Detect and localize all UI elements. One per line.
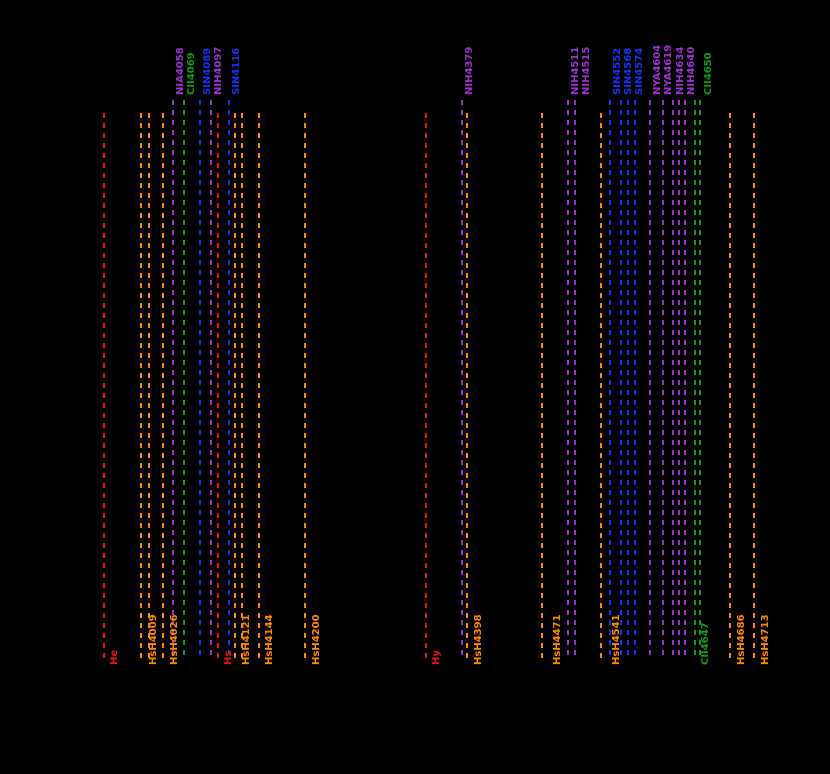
spectral-line-marker-12: [258, 113, 260, 660]
top-line-label-nih4640: NIH4640: [686, 46, 697, 95]
top-line-label-nih4634: NIH4634: [675, 46, 686, 95]
bottom-line-label-hsh4713: HsH4713: [760, 614, 771, 665]
top-line-label-sin4089: SIN4089: [202, 47, 213, 95]
bottom-line-label-hsh4144: HsH4144: [264, 614, 275, 665]
bottom-line-label-he: He: [109, 649, 120, 665]
bottom-line-label-hsh4009: HsH4009: [148, 614, 159, 665]
spectral-line-marker-27: [672, 100, 674, 660]
top-line-label-nya4619: NYA4619: [663, 44, 674, 95]
bottom-line-label-hsh4471: HsH4471: [552, 614, 563, 665]
spectral-line-marker-15: [461, 100, 463, 660]
spectral-line-marker-4: [172, 100, 174, 660]
spectral-line-marker-18: [567, 100, 569, 660]
spectral-line-marker-30: [694, 100, 696, 660]
top-line-label-sin4568: SIN4568: [623, 47, 634, 95]
spectral-line-marker-21: [609, 100, 611, 660]
top-line-label-nih4379: NIH4379: [464, 46, 475, 95]
spectral-line-marker-13: [304, 113, 306, 660]
spectral-line-marker-3: [162, 113, 164, 660]
spectral-line-marker-16: [466, 113, 468, 660]
spectral-line-marker-28: [678, 100, 680, 660]
spectral-line-marker-23: [627, 100, 629, 660]
spectral-line-marker-7: [210, 100, 212, 660]
bottom-line-label-hs: Hs: [223, 650, 234, 665]
spectral-line-marker-26: [662, 100, 664, 660]
spectral-line-marker-11: [241, 113, 243, 660]
spectral-line-marker-19: [574, 100, 576, 660]
spectral-line-marker-10: [234, 113, 236, 660]
spectral-line-marker-6: [199, 100, 201, 660]
spectral-line-marker-9: [228, 100, 230, 660]
spectral-line-marker-1: [140, 113, 142, 660]
bottom-line-label-hy: Hy: [431, 650, 442, 665]
spectral-line-marker-20: [600, 113, 602, 660]
spectral-line-marker-17: [541, 113, 543, 660]
top-line-label-nih4097: NIH4097: [213, 46, 224, 95]
top-line-label-sin4116: SIN4116: [231, 47, 242, 95]
spectral-line-marker-0: [103, 113, 105, 660]
spectral-line-marker-31: [699, 100, 701, 660]
spectral-line-marker-24: [634, 100, 636, 660]
spectral-line-marker-2: [148, 113, 150, 660]
top-line-label-cii4069: CII4069: [186, 52, 197, 95]
bottom-line-label-hsh4121: HsH4121: [241, 614, 252, 665]
spectral-line-marker-32: [729, 113, 731, 660]
spectral-line-marker-29: [684, 100, 686, 660]
top-line-label-cii4650: CII4650: [703, 52, 714, 95]
spectral-line-marker-8: [217, 113, 219, 660]
top-line-label-nia4058: NIA4058: [175, 47, 186, 95]
bottom-line-label-hsh4541: HsH4541: [611, 614, 622, 665]
bottom-line-label-hsh4026: HsH4026: [169, 614, 180, 665]
bottom-line-label-hsh4686: HsH4686: [736, 614, 747, 665]
top-line-label-nih4515: NIH4515: [581, 46, 592, 95]
spectral-line-marker-5: [183, 100, 185, 660]
spectral-line-marker-14: [425, 113, 427, 660]
top-line-label-sin4574: SIN4574: [634, 47, 645, 95]
bottom-line-label-hsh4398: HsH4398: [473, 614, 484, 665]
bottom-line-label-cii4647: CII4647: [700, 622, 711, 665]
spectral-line-marker-22: [620, 100, 622, 660]
top-line-label-nya4604: NYA4604: [652, 44, 663, 95]
spectral-line-marker-25: [649, 100, 651, 660]
top-line-label-sin4552: SIN4552: [612, 47, 623, 95]
top-line-label-nih4511: NIH4511: [570, 46, 581, 95]
bottom-line-label-hsh4200: HsH4200: [311, 614, 322, 665]
spectral-line-marker-33: [753, 113, 755, 660]
